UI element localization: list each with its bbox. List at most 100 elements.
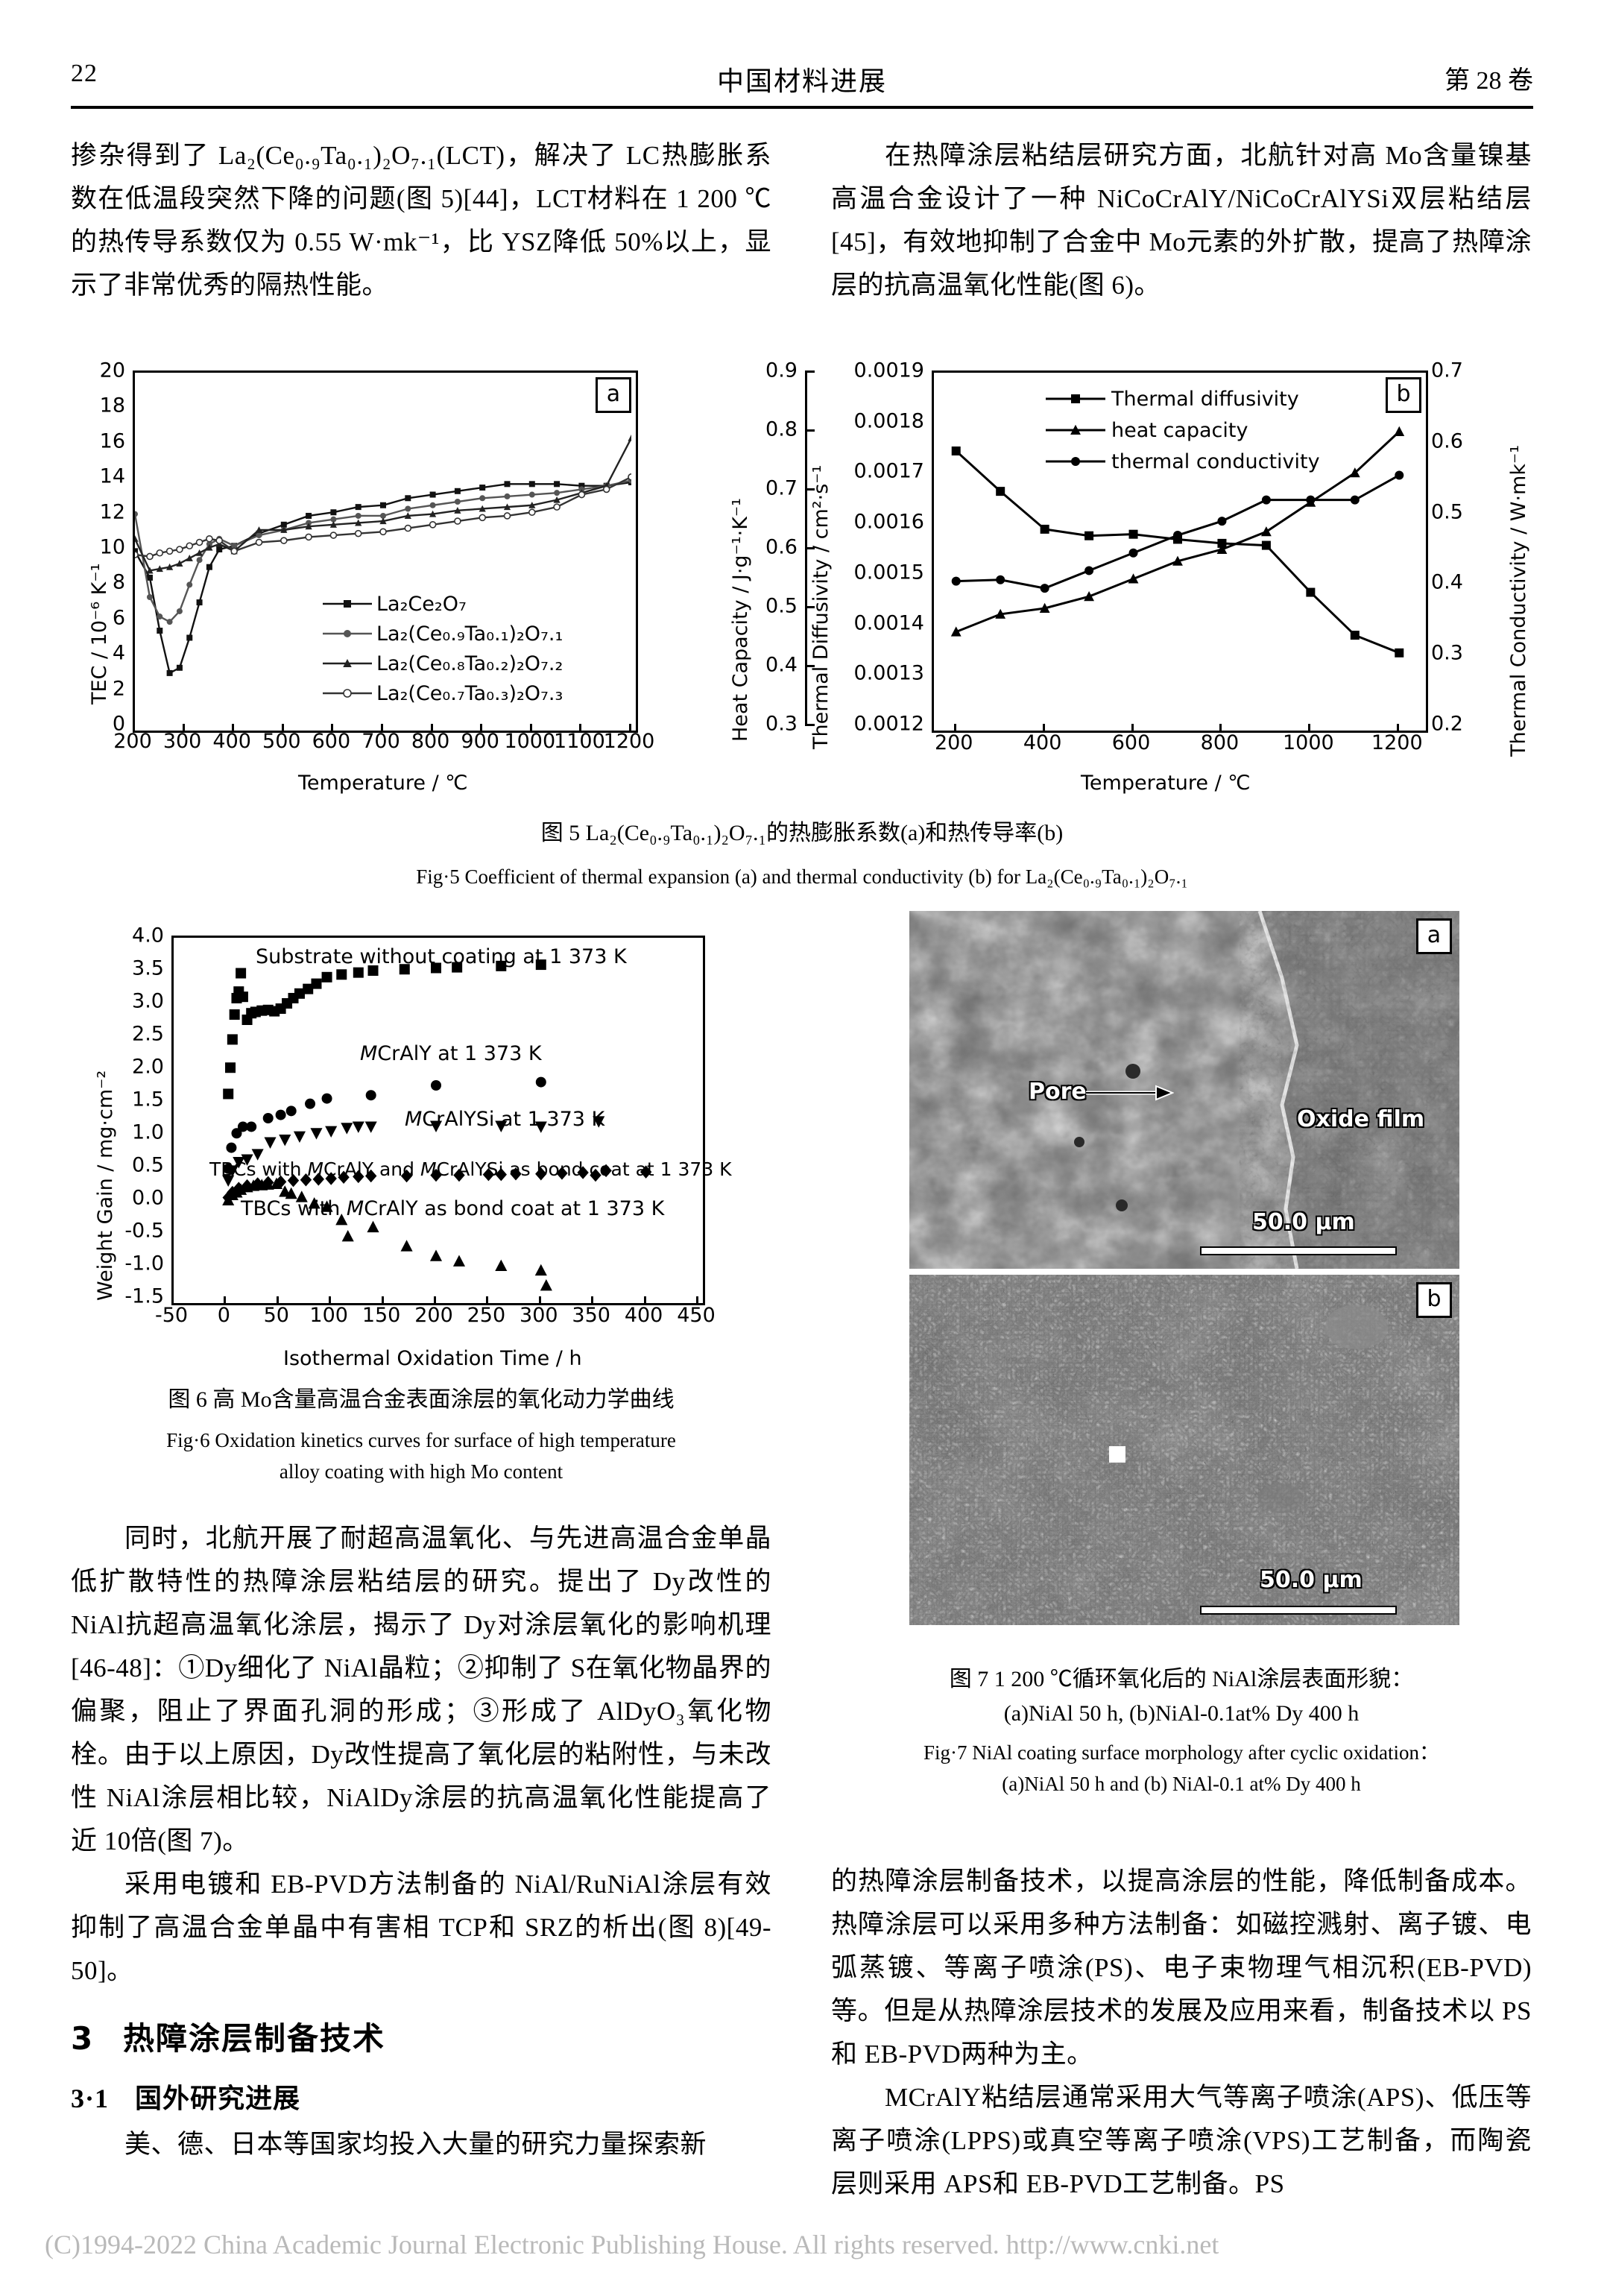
fig5b-series-svg	[950, 426, 1405, 657]
axis-tick	[805, 724, 815, 726]
fig5a-series-svg	[135, 434, 631, 676]
fig7a-panel-label: a	[1416, 918, 1452, 954]
left-para-3: 采用电镀和 EB-PVD方法制备的 NiAl/RuNiAl涂层有效抑制了高温合金…	[71, 1870, 771, 1985]
axis-tick	[281, 724, 284, 733]
fig6-caption-en-1: Fig·6 Oxidation kinetics curves for surf…	[166, 1429, 676, 1451]
footer-watermark: (C)1994-2022 China Academic Journal Elec…	[45, 2230, 1219, 2259]
fig5a-legend: La₂Ce₂O₇ La₂(Ce₀.₉Ta₀.₁)₂O₇.₁ La₂(Ce₀.₈Ta₀…	[323, 589, 563, 708]
figure-5b: Heat Capacity / J·g⁻¹·K⁻¹ Thermal Diffus…	[716, 354, 1532, 805]
axis-tick	[182, 724, 185, 733]
axis-tick-label: 0	[217, 1304, 230, 1327]
axis-tick-label: 2	[112, 677, 125, 701]
axis-tick-label: 0.4	[765, 653, 798, 677]
sem-a-texture	[909, 911, 1459, 1269]
axis-tick-label: 0.5	[765, 594, 798, 618]
fig7a-scalebar	[1202, 1248, 1395, 1254]
axis-tick	[696, 1296, 698, 1305]
axis-tick	[381, 1296, 384, 1305]
fig6-annotation-mcraly: MCrAlY at 1 373 K	[360, 1042, 542, 1065]
axis-tick-label: 0.5	[132, 1153, 164, 1177]
right-para-1: 在热障涂层粘结层研究方面，北航针对高 Mo含量镍基高温合金设计了一种 NiCoC…	[831, 141, 1532, 300]
axis-tick	[1131, 724, 1134, 733]
fig6-plot-area: Substrate without coating at 1 373 K MCr…	[171, 936, 732, 1305]
fig6-caption-cn: 图 6 高 Mo含量高温合金表面涂层的氧化动力学曲线	[168, 1387, 675, 1412]
axis-tick	[805, 488, 815, 491]
fig7b-scalebar	[1202, 1607, 1395, 1613]
fig5-caption-cn: 图 5 La₂(Ce₀.₉Ta₀.₁)₂O₇.₁的热膨胀系数(a)和热传导率(b…	[540, 821, 1064, 845]
fig6-annotation-mcralysi: MCrAlYSi at 1 373 K	[405, 1108, 605, 1131]
axis-tick-label: 0.2	[1431, 712, 1463, 736]
axis-tick-label: -1.5	[124, 1284, 164, 1308]
axis-tick	[430, 724, 433, 733]
legend-marker-icon	[1046, 457, 1105, 466]
fig7-caption-en-2: (a)NiAl 50 h and (b) NiAl-0.1 at% Dy 400…	[1002, 1773, 1361, 1795]
figure-7-image-a: a Pore Oxide film 50.0 μm	[909, 911, 1459, 1269]
axis-tick-label: 200	[414, 1304, 453, 1327]
axis-tick	[1308, 724, 1311, 733]
fig6-series-svg	[222, 959, 652, 1291]
axis-tick-label: 500	[262, 730, 301, 753]
figure-5a: TEC / 10⁻⁶ K⁻¹ 0 2 4 6 8 10 12 14 16 18 20 a La₂Ce…	[75, 354, 671, 805]
fig6-y-axis-label: Weight Gain / mg·cm⁻²	[94, 1070, 117, 1301]
fig7b-scalebar-label: 50.0 μm	[1260, 1567, 1363, 1593]
axis-tick-label: 0.6	[765, 535, 798, 559]
axis-tick-label: 0.0019	[853, 359, 924, 382]
legend-item: Thermal diffusivity	[1046, 383, 1320, 414]
axis-tick-label: 0	[112, 712, 125, 736]
axis-tick-label: 1000	[504, 730, 556, 753]
legend-label: La₂Ce₂O₇	[376, 592, 467, 616]
axis-tick-label: 600	[1111, 731, 1151, 754]
left-para-4: 美、德、日本等国家均投入大量的研究力量探索新	[124, 2130, 707, 2159]
right-column-top: 在热障涂层粘结层研究方面，北航针对高 Mo含量镍基高温合金设计了一种 NiCoC…	[831, 134, 1532, 307]
fig6-annotation-tbcs-both: TBCs with MCrAlY and MCrAlYSi as bond co…	[209, 1158, 732, 1180]
axis-tick	[629, 724, 631, 733]
section-title: 热障涂层制备技术	[123, 2020, 386, 2057]
axis-tick-label: 0.0016	[853, 510, 924, 534]
axis-tick	[805, 606, 815, 608]
fig5a-plot-area: a La₂Ce₂O₇ La₂(Ce₀.₉Ta₀.₁)₂O₇.₁ La₂(Ce₀.₈T…	[133, 370, 638, 733]
axis-tick	[232, 724, 235, 733]
fig7a-pore-arrow-icon	[1086, 1085, 1174, 1101]
left-para-2: 同时，北航开展了耐超高温氧化、与先进高温合金单晶低扩散特性的热障涂层粘结层的研究…	[71, 1524, 771, 1855]
axis-tick-label: 8	[112, 570, 125, 594]
axis-tick-label: 2.5	[132, 1022, 164, 1046]
fig6-x-axis-label: Isothermal Oxidation Time / h	[283, 1347, 582, 1370]
axis-tick-label: 450	[677, 1304, 716, 1327]
axis-tick-label: 800	[411, 730, 450, 753]
axis-tick-label: 16	[99, 429, 125, 453]
fig6-annotation-tbcs-mcraly: TBCs with MCrAlY as bond coat at 1 373 K	[241, 1197, 665, 1220]
axis-tick	[331, 724, 334, 733]
legend-marker-icon	[323, 659, 372, 667]
axis-tick-label: -1.0	[124, 1252, 164, 1275]
axis-tick	[538, 1296, 541, 1305]
right-para-3: MCrAlY粘结层通常采用大气等离子喷涂(APS)、低压等离子喷涂(LPPS)或…	[831, 2083, 1532, 2198]
legend-label: La₂(Ce₀.₉Ta₀.₁)₂O₇.₁	[376, 622, 563, 646]
axis-tick-label: 1.0	[132, 1120, 164, 1144]
axis-tick-label: 1200	[1371, 731, 1423, 754]
axis-tick	[805, 547, 815, 549]
axis-tick-label: 1100	[554, 730, 605, 753]
legend-item: La₂Ce₂O₇	[323, 589, 563, 619]
figure-7-caption: 图 7 1 200 ℃循环氧化后的 NiAl涂层表面形貌： (a)NiAl 50…	[831, 1662, 1532, 1800]
header-rule	[71, 106, 1533, 109]
fig5a-panel-label: a	[596, 377, 631, 413]
axis-tick	[434, 1296, 436, 1305]
fig7a-oxide-label: Oxide film	[1297, 1106, 1425, 1132]
legend-label: La₂(Ce₀.₈Ta₀.₂)₂O₇.₂	[376, 652, 563, 675]
fig7-caption-cn-2: (a)NiAl 50 h, (b)NiAl-0.1at% Dy 400 h	[1003, 1701, 1360, 1726]
subsection-title: 国外研究进展	[135, 2084, 301, 2114]
axis-tick	[579, 724, 582, 733]
fig5b-legend: Thermal diffusivity heat capacity thermal …	[1046, 383, 1320, 477]
legend-item: La₂(Ce₀.₉Ta₀.₁)₂O₇.₁	[323, 619, 563, 649]
axis-tick-label: 10	[99, 535, 125, 559]
axis-tick-label: 0.0	[132, 1186, 164, 1210]
axis-tick-label: 300	[520, 1304, 558, 1327]
legend-marker-icon	[1046, 394, 1105, 403]
axis-tick-label: 400	[624, 1304, 663, 1327]
axis-tick	[529, 724, 532, 733]
fig7b-panel-label: b	[1416, 1282, 1452, 1318]
right-column-lower: 的热障涂层制备技术，以提高涂层的性能，降低制备成本。热障涂层可以采用多种方法制备…	[831, 1860, 1532, 2206]
legend-item: thermal conductivity	[1046, 446, 1320, 477]
axis-tick-label: 0.7	[1431, 359, 1463, 382]
